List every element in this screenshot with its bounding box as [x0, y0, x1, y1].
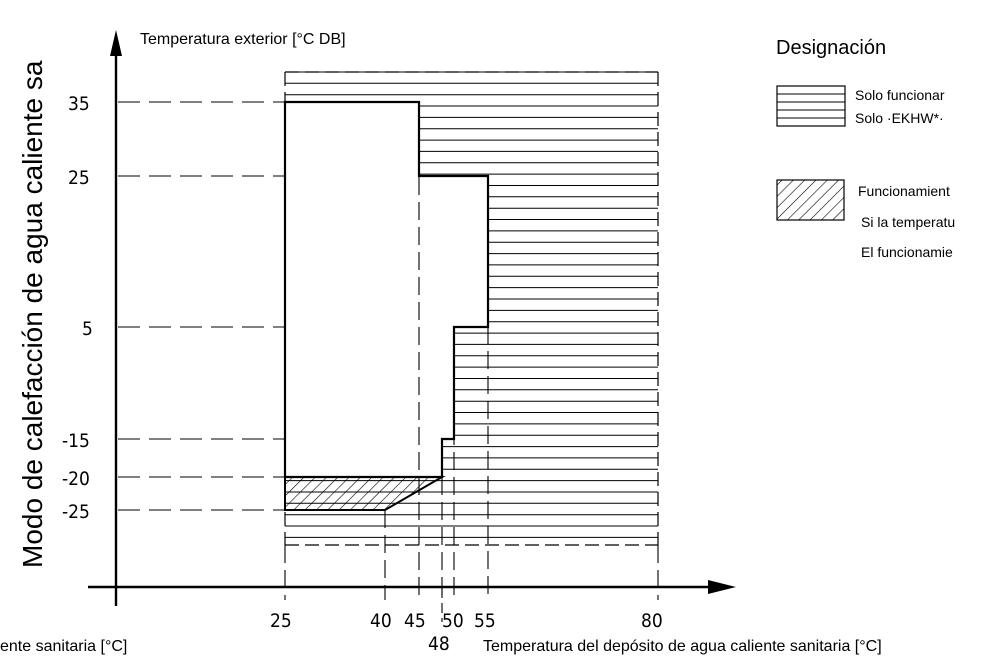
- y-axis-subtitle: Temperatura exterior [°C DB]: [140, 31, 346, 48]
- x-axis-title: Temperatura del depósito de agua calient…: [483, 638, 882, 655]
- legend-title: Designación: [776, 37, 886, 59]
- white-area: [285, 102, 488, 477]
- x-tick-label-48: 48: [428, 633, 450, 655]
- legend-stripe-swatch: [776, 85, 846, 127]
- legend-item2-line3: El funcionamie: [861, 244, 953, 260]
- x-tick-label-55: 55: [474, 610, 496, 632]
- legend-item1-line2: Solo ·EKHW*·: [855, 110, 944, 126]
- legend-item2-line2: Si la temperatu: [861, 214, 955, 230]
- y-tick-label--15: -15: [62, 430, 90, 452]
- y-tick-label-35: 35: [68, 93, 90, 115]
- x-tick-label-25: 25: [270, 610, 292, 632]
- y-tick-label-5: 5: [82, 318, 93, 340]
- legend: Designación Solo funcionar Solo ·EKHW*· …: [776, 37, 955, 260]
- x-axis-title-fragment: ente sanitaria [°C]: [0, 638, 127, 655]
- y-axis-arrow: [110, 30, 122, 56]
- dashed-guides: [118, 101, 659, 622]
- legend-item2-line1: Funcionamient: [858, 183, 950, 199]
- y-tick-label--25: -25: [62, 501, 90, 523]
- x-tick-label-45: 45: [404, 610, 426, 632]
- legend-item1-line1: Solo funcionar: [855, 87, 945, 103]
- legend-hatch-swatch: [776, 179, 845, 221]
- axes: [88, 30, 736, 606]
- x-tick-label-80: 80: [641, 610, 663, 632]
- y-tick-label--20: -20: [62, 468, 90, 490]
- x-tick-label-50: 50: [442, 610, 464, 632]
- x-axis-arrow: [708, 580, 736, 594]
- x-tick-label-40: 40: [370, 610, 392, 632]
- white-region: [285, 102, 488, 477]
- y-tick-label-25: 25: [68, 167, 90, 189]
- y-axis-title: Modo de calefacción de agua caliente sa: [17, 60, 48, 568]
